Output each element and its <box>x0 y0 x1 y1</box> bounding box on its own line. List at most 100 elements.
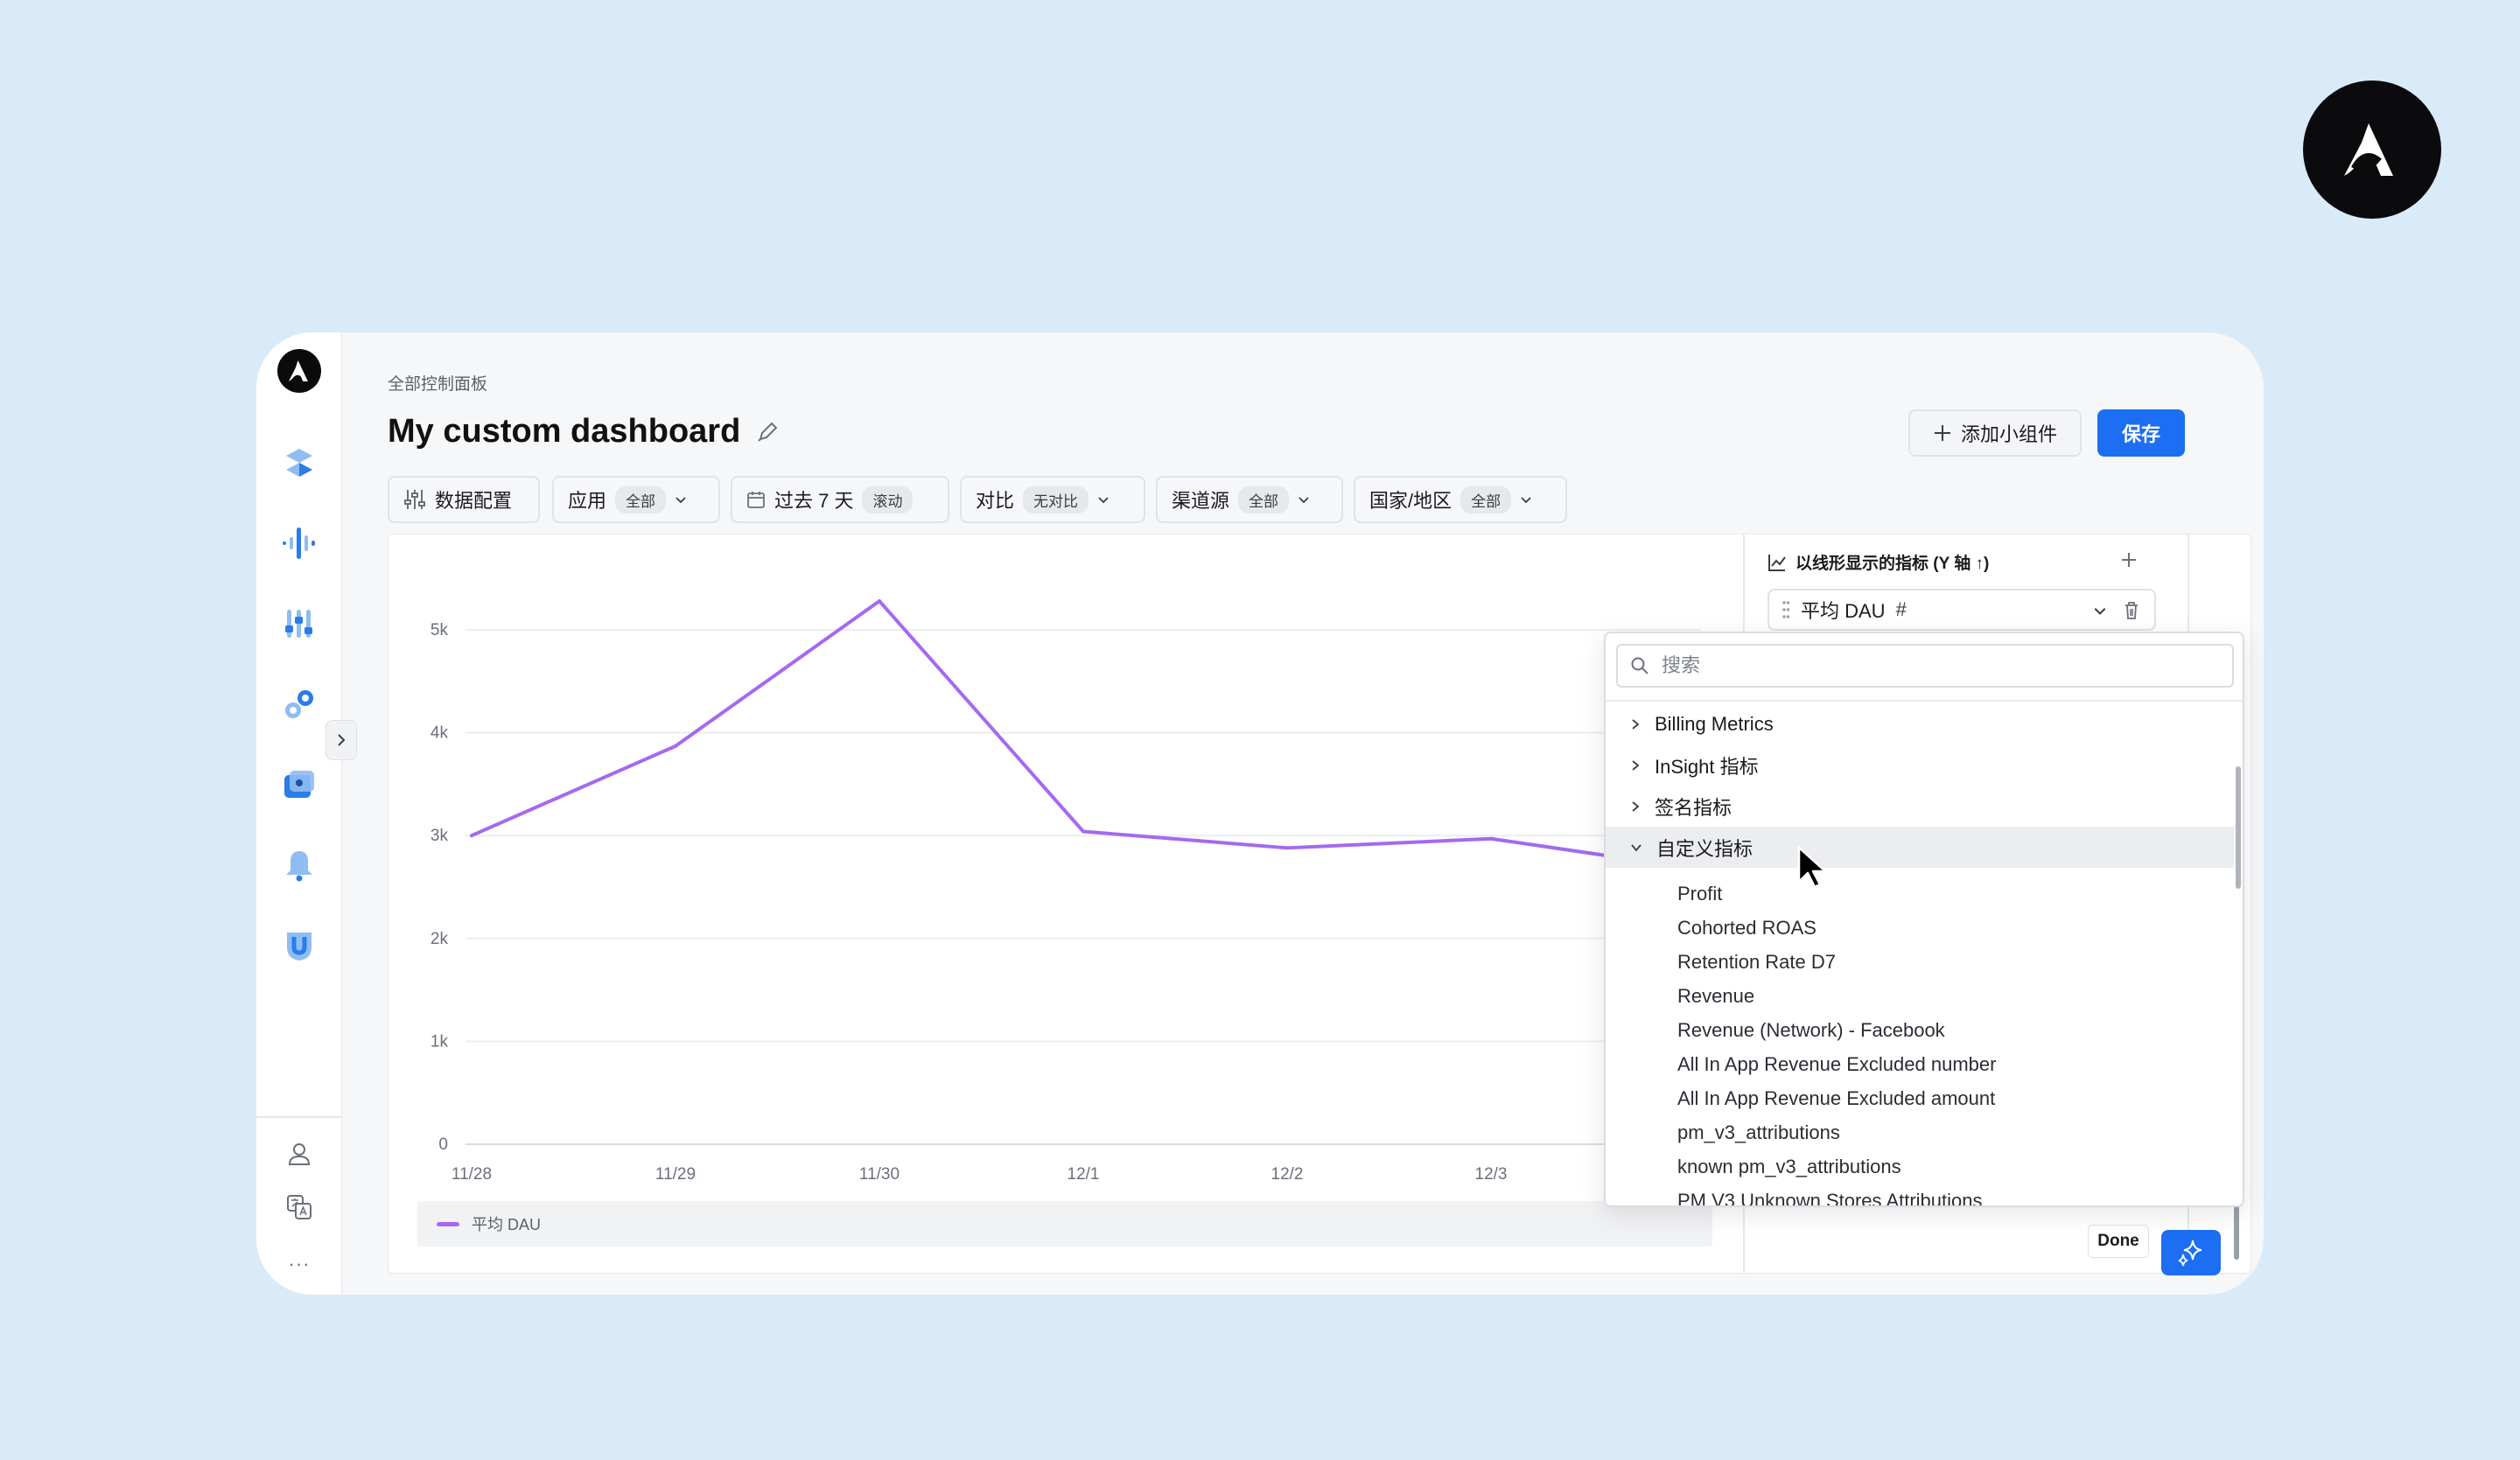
filter-source[interactable]: 渠道源 全部 <box>1156 476 1343 523</box>
metric-type-symbol: # <box>1895 598 1907 620</box>
search-box[interactable] <box>1616 644 2234 688</box>
waveform-icon[interactable] <box>279 523 319 563</box>
metric-select[interactable]: 平均 DAU # <box>1768 589 2156 631</box>
chevron-right-icon <box>1632 759 1640 771</box>
metric-option[interactable]: PM V3 Unknown Stores Attributions <box>1677 1189 1983 1207</box>
metric-option[interactable]: Revenue <box>1677 984 1755 1007</box>
sidebar: ··· <box>256 332 342 1295</box>
tree-group-expanded[interactable]: 自定义指标 <box>1606 827 2234 868</box>
link-icon[interactable] <box>279 684 319 724</box>
sliders-icon[interactable] <box>279 604 319 644</box>
metric-option[interactable]: All In App Revenue Excluded number <box>1677 1052 1997 1075</box>
search-input[interactable] <box>1662 654 2187 677</box>
add-widget-label: 添加小组件 <box>1960 423 2057 445</box>
add-metric-button[interactable] <box>2116 547 2142 573</box>
pencil-icon[interactable] <box>755 420 780 444</box>
app-logo[interactable] <box>277 349 321 393</box>
save-button[interactable]: 保存 <box>2097 409 2185 457</box>
tree-group[interactable]: Billing Metrics <box>1606 703 2234 744</box>
data-point[interactable] <box>878 599 881 604</box>
y-tick-label: 5k <box>430 621 449 639</box>
x-tick-label: 11/28 <box>452 1165 492 1184</box>
tree-group[interactable]: 签名指标 <box>1606 786 2234 827</box>
calendar-icon <box>747 492 765 508</box>
metric-tree: Billing Metrics InSight 指标 签名指标 自定义指标 Pr… <box>1606 703 2234 1207</box>
y-tick-label: 0 <box>438 1135 448 1154</box>
filter-chip: 全部 <box>1238 486 1290 513</box>
shield-icon[interactable] <box>279 926 319 966</box>
more-icon[interactable]: ··· <box>288 1253 311 1275</box>
x-tick-label: 11/30 <box>859 1165 900 1184</box>
chevron-right-icon <box>1632 800 1640 812</box>
filter-date-range[interactable]: 过去 7 天 滚动 <box>731 476 949 523</box>
user-icon[interactable] <box>279 1134 319 1174</box>
filter-label: 过去 7 天 <box>774 490 854 512</box>
filter-chip: 全部 <box>615 486 667 513</box>
x-tick-label: 12/1 <box>1068 1165 1100 1184</box>
x-tick-label: 12/2 <box>1271 1165 1304 1184</box>
data-point[interactable] <box>1285 846 1289 850</box>
filter-chip: 无对比 <box>1023 486 1089 513</box>
y-tick-label: 2k <box>430 930 449 948</box>
filter-app[interactable]: 应用 全部 <box>552 476 720 523</box>
data-point[interactable] <box>470 834 473 838</box>
dropdown-scrollbar[interactable] <box>2236 766 2241 889</box>
metric-option[interactable]: Revenue (Network) - Facebook <box>1677 1018 1945 1041</box>
sidebar-divider <box>256 1116 342 1118</box>
chevron-down-icon <box>1521 497 1531 504</box>
s-logo-icon[interactable] <box>279 443 319 483</box>
line-chart-icon <box>1768 554 1786 571</box>
chevron-down-icon[interactable] <box>2093 604 2107 618</box>
plus-icon <box>2122 553 2136 567</box>
tree-group-label: InSight 指标 <box>1655 755 1759 778</box>
translate-icon[interactable] <box>279 1187 319 1227</box>
search-icon <box>1631 657 1648 674</box>
panel-header: 以线形显示的指标 (Y 轴 ↑) <box>1768 550 1989 574</box>
metric-option[interactable]: Retention Rate D7 <box>1677 950 1836 973</box>
data-point[interactable] <box>1489 836 1493 841</box>
chevron-right-icon <box>338 734 346 746</box>
sliders-icon <box>404 490 425 509</box>
tree-group[interactable]: InSight 指标 <box>1606 744 2234 786</box>
metric-option[interactable]: Profit <box>1677 882 1723 905</box>
legend-label: 平均 DAU <box>472 1216 542 1233</box>
legend-swatch <box>437 1221 459 1226</box>
bell-icon[interactable] <box>279 845 319 885</box>
chart-legend: 平均 DAU <box>417 1201 1712 1247</box>
chevron-down-icon <box>676 497 686 504</box>
metric-option[interactable]: pm_v3_attributions <box>1677 1121 1840 1143</box>
drag-handle-icon[interactable] <box>1782 599 1790 620</box>
sidebar-expand-button[interactable] <box>326 720 357 760</box>
series-line[interactable] <box>471 599 1696 870</box>
filter-compare[interactable]: 对比 无对比 <box>960 476 1145 523</box>
filter-country[interactable]: 国家/地区 全部 <box>1354 476 1567 523</box>
tree-group-label: 自定义指标 <box>1656 837 1754 860</box>
data-point[interactable] <box>1082 829 1085 834</box>
done-button[interactable]: Done <box>2088 1225 2149 1258</box>
metric-option[interactable]: All In App Revenue Excluded amount <box>1677 1086 1996 1109</box>
ai-assist-button[interactable] <box>2161 1230 2221 1275</box>
add-widget-button[interactable]: 添加小组件 <box>1908 409 2082 457</box>
screen-icon[interactable] <box>279 765 319 805</box>
metric-option[interactable]: known pm_v3_attributions <box>1677 1155 1901 1177</box>
brand-a-icon <box>288 360 308 382</box>
trash-icon[interactable] <box>2123 601 2140 620</box>
breadcrumb[interactable]: 全部控制面板 <box>388 375 488 394</box>
filter-label: 数据配置 <box>435 490 513 512</box>
y-tick-label: 4k <box>430 724 449 743</box>
data-config-button[interactable]: 数据配置 <box>388 476 540 523</box>
x-tick-label: 11/29 <box>655 1165 696 1184</box>
chevron-right-icon <box>1632 718 1640 730</box>
y-tick-label: 1k <box>430 1032 449 1051</box>
sparkles-icon <box>2178 1240 2202 1267</box>
brand-a-icon <box>2344 123 2393 176</box>
tree-group-label: 签名指标 <box>1655 796 1732 819</box>
chevron-down-icon <box>1298 497 1309 504</box>
data-point[interactable] <box>674 744 677 748</box>
y-tick-label: 3k <box>430 827 449 845</box>
chevron-down-icon <box>1631 843 1642 851</box>
panel-header-label: 以线形显示的指标 (Y 轴 ↑) <box>1796 555 1990 573</box>
metric-option[interactable]: Cohorted ROAS <box>1677 916 1816 939</box>
filter-chip: 全部 <box>1460 486 1512 513</box>
metric-dropdown: Billing Metrics InSight 指标 签名指标 自定义指标 Pr… <box>1604 632 2244 1207</box>
